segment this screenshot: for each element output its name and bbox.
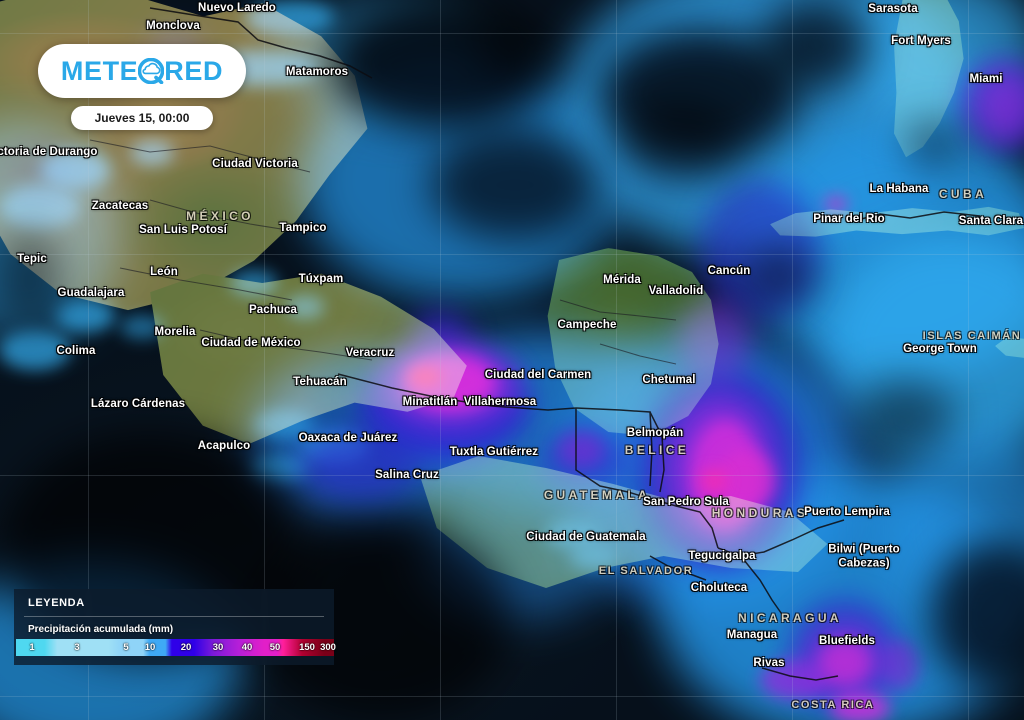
- legend-colorbar-wrap[interactable]: 1 3 5 10 20 30 40 50 150 300: [15, 639, 336, 656]
- legend-subtitle: Precipitación acumulada (mm): [28, 624, 174, 635]
- legend-tick: 40: [241, 642, 253, 653]
- legend-tick: 20: [180, 642, 192, 653]
- legend-title: LEYENDA: [28, 597, 85, 609]
- legend-tick: 5: [123, 642, 129, 653]
- legend-tick: 150: [299, 642, 315, 653]
- legend-tick: 1: [29, 642, 35, 653]
- cloud-icon: [137, 57, 165, 85]
- legend-colorbar[interactable]: [16, 639, 334, 656]
- legend-tick: 10: [144, 642, 156, 653]
- brand-text-after: RED: [164, 55, 224, 86]
- legend-tick: 300: [320, 642, 336, 653]
- timestamp-label: Jueves 15, 00:00: [94, 111, 190, 125]
- meteored-logo-badge: METE RED: [38, 44, 246, 98]
- brand-wordmark: METE RED: [61, 56, 223, 87]
- legend-tick: 50: [269, 642, 281, 653]
- legend-panel: LEYENDA Precipitación acumulada (mm) 1 3 5…: [14, 589, 336, 665]
- legend-tick: 30: [212, 642, 224, 653]
- legend-tick: 3: [74, 642, 80, 653]
- legend-divider: [24, 616, 324, 617]
- timestamp-pill[interactable]: Jueves 15, 00:00: [71, 106, 213, 130]
- brand-text-before: METE: [60, 55, 139, 86]
